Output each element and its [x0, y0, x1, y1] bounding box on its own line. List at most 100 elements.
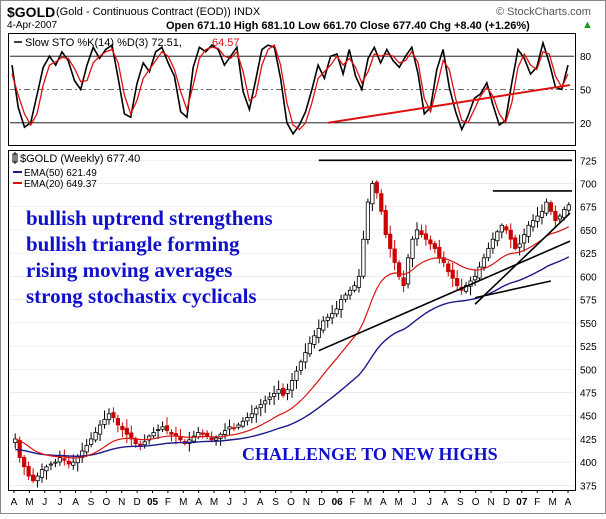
- price-bar-body: [97, 424, 103, 435]
- price-bar-body: [401, 277, 406, 287]
- price-bar-body: [53, 461, 58, 464]
- price-bar-body: [272, 393, 277, 397]
- price-tick-label: 425: [580, 435, 597, 446]
- price-bar-body: [84, 445, 89, 453]
- price-bars: [13, 180, 571, 488]
- price-bar-body: [312, 335, 317, 345]
- price-bar-body: [526, 224, 531, 237]
- annotation-line-4: strong stochastix cyclicals: [26, 284, 257, 308]
- x-tick-label: 07: [516, 497, 528, 508]
- price-bar-body: [57, 457, 62, 463]
- x-tick-label: D: [503, 497, 510, 508]
- price-bar-body: [530, 220, 536, 228]
- ema20-line: [14, 226, 570, 459]
- price-bar-body: [71, 461, 76, 466]
- price-tick-label: 400: [580, 458, 597, 469]
- price-bar-body: [361, 238, 366, 277]
- price-bar-body: [432, 243, 437, 249]
- price-bar-body: [151, 432, 156, 437]
- x-tick-label: M: [395, 497, 403, 508]
- x-tick-label: A: [72, 497, 79, 508]
- price-tick-label: 600: [580, 272, 597, 283]
- price-bar-body: [115, 418, 121, 426]
- stoch-legend-d-value: 64.57: [212, 37, 240, 49]
- price-bar-body: [267, 396, 272, 400]
- price-bar-body: [298, 361, 304, 371]
- header-quote-arrow: ▲: [582, 19, 593, 31]
- price-bar-body: [405, 257, 411, 285]
- price-bar-body: [231, 427, 237, 430]
- stoch-tick-label: 20: [580, 119, 592, 130]
- x-tick-label: J: [427, 497, 432, 508]
- header-description: (Gold - Continuous Contract (EOD)) INDX: [56, 6, 261, 18]
- stoch-tick-label: 50: [580, 86, 592, 97]
- price-bar-body: [330, 313, 335, 319]
- price-bar-body: [508, 229, 513, 240]
- price-tick-label: 475: [580, 388, 597, 399]
- x-tick-label: A: [257, 497, 264, 508]
- price-bar-body: [205, 432, 210, 437]
- x-tick-label: N: [118, 497, 125, 508]
- annotation-challenge: CHALLENGE TO NEW HIGHS: [242, 444, 498, 464]
- price-bar-body: [423, 233, 429, 240]
- price-bar-body: [160, 426, 165, 430]
- x-tick-label: A: [195, 497, 202, 508]
- price-tick-label: 525: [580, 342, 597, 353]
- price-tick-label: 500: [580, 365, 597, 376]
- price-bar-body: [539, 210, 545, 218]
- x-tick-label: A: [11, 497, 18, 508]
- price-bar-body: [428, 239, 433, 245]
- header-date: 4-Apr-2007: [7, 20, 58, 31]
- price-bar-body: [334, 308, 339, 315]
- price-bar-body: [490, 238, 495, 249]
- price-bar-body: [472, 275, 478, 281]
- price-bar-body: [89, 438, 94, 445]
- price-bar-body: [254, 407, 259, 415]
- price-bar-body: [294, 370, 299, 381]
- price-bar-body: [236, 424, 241, 428]
- price-bar-body: [414, 229, 420, 240]
- price-bar-body: [258, 404, 263, 409]
- price-panel-frame: [8, 150, 576, 491]
- stoch-line-k: [11, 39, 569, 136]
- price-bar-body: [35, 475, 40, 482]
- price-bar-body: [486, 248, 491, 259]
- price-bar-body: [548, 202, 554, 212]
- price-bar-body: [138, 443, 143, 446]
- price-bar-body: [557, 215, 562, 220]
- x-tick-label: S: [272, 497, 279, 508]
- price-bar-body: [102, 419, 107, 425]
- price-bar-body: [553, 210, 558, 222]
- price-bar-body: [419, 230, 424, 235]
- price-bar-body: [191, 435, 196, 442]
- annotation-line-3: rising moving averages: [26, 258, 233, 282]
- x-tick-label: S: [88, 497, 95, 508]
- x-tick-label: A: [565, 497, 572, 508]
- x-tick-label: 05: [147, 497, 159, 508]
- ema50-legend-label: EMA(50) 621.49: [24, 168, 97, 179]
- x-tick-label: J: [42, 497, 47, 508]
- x-tick-label: M: [548, 497, 556, 508]
- price-bar-body: [240, 420, 245, 427]
- price-tick-label: 575: [580, 296, 597, 307]
- price-bar-body: [303, 352, 308, 363]
- price-bar-body: [522, 234, 527, 244]
- x-tick-label: M: [179, 497, 187, 508]
- price-tick-label: 650: [580, 226, 597, 237]
- price-bar-body: [316, 327, 321, 339]
- price-bar-body: [39, 469, 45, 478]
- price-bar-body: [365, 201, 370, 240]
- price-bar-body: [437, 246, 442, 259]
- price-bar-body: [289, 380, 295, 391]
- price-tick-label: 675: [580, 203, 597, 214]
- price-bar-body: [370, 183, 375, 205]
- price-bar-body: [441, 257, 446, 263]
- stoch-tick-label: 80: [580, 52, 592, 63]
- price-tick-label: 625: [580, 249, 597, 260]
- ema20-legend-label: EMA(20) 649.37: [24, 179, 97, 190]
- price-bar-body: [200, 432, 205, 435]
- stoch-lines: [11, 39, 571, 136]
- price-bar-body: [209, 437, 214, 441]
- price-bar-body: [495, 231, 500, 242]
